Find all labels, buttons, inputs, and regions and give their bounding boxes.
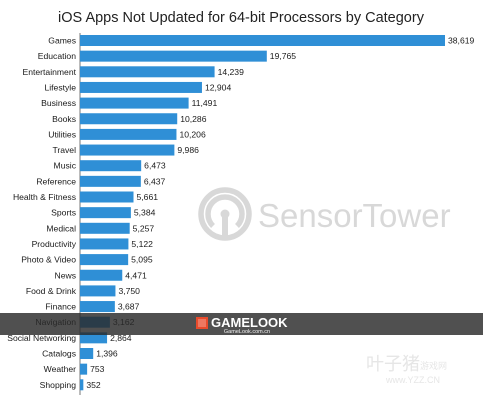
yzz-url: www.YZZ.CN (385, 375, 440, 385)
yzz-watermark: 叶子猪 游戏网 www.YZZ.CN (366, 354, 447, 385)
value-label: 11,491 (192, 98, 218, 108)
category-label: Music (54, 161, 77, 171)
bar (80, 301, 115, 313)
category-label: News (55, 270, 77, 280)
chart-title: iOS Apps Not Updated for 64-bit Processo… (58, 10, 425, 26)
value-label: 5,661 (137, 192, 159, 202)
category-label: Sports (51, 208, 76, 218)
bar (80, 254, 129, 266)
bar (80, 285, 116, 297)
category-label: Education (38, 51, 76, 61)
bar (80, 332, 108, 344)
category-label: Travel (52, 145, 76, 155)
yzz-text-cn: 游戏网 (420, 360, 447, 371)
value-label: 3,687 (118, 302, 140, 312)
gamelook-watermark: GAMELOOK GameLook.com.cn (0, 313, 483, 335)
category-label: Weather (44, 364, 76, 374)
bar (80, 97, 189, 109)
sensortower-watermark-text: SensorTower (258, 197, 451, 234)
gamelook-text: GAMELOOK (211, 315, 288, 330)
bar (80, 363, 88, 375)
category-label: Books (52, 114, 76, 124)
value-label: 5,384 (134, 208, 156, 218)
category-label: Reference (36, 176, 76, 186)
category-label: Business (41, 98, 76, 108)
value-label: 10,206 (179, 129, 206, 139)
value-label: 3,750 (118, 286, 140, 296)
bar (80, 50, 267, 62)
value-label: 4,471 (125, 270, 147, 280)
bar (80, 207, 131, 219)
value-label: 2,864 (110, 333, 132, 343)
value-label: 14,239 (218, 67, 245, 77)
bar (80, 191, 134, 203)
value-label: 12,904 (205, 82, 232, 92)
value-label: 9,986 (177, 145, 199, 155)
bar (80, 269, 123, 281)
category-label: Utilities (48, 129, 76, 139)
category-label: Photo & Video (21, 255, 76, 265)
value-label: 352 (86, 380, 101, 390)
bar (80, 348, 94, 359)
value-label: 753 (90, 364, 105, 374)
bar (80, 66, 215, 78)
value-label: 5,122 (131, 239, 153, 249)
bar (80, 81, 202, 93)
value-label: 6,473 (144, 161, 166, 171)
yzz-text: 叶子猪 (366, 354, 420, 375)
category-label: Lifestyle (44, 82, 76, 92)
bar (80, 144, 175, 156)
value-label: 1,396 (96, 349, 118, 359)
bar (80, 175, 141, 187)
bar (80, 113, 178, 125)
value-label: 19,765 (270, 51, 297, 61)
bar (80, 35, 445, 46)
value-label: 5,095 (131, 255, 153, 265)
gamelook-logo-icon (196, 317, 208, 329)
category-label: Finance (45, 302, 76, 312)
sensortower-watermark: SensorTower (198, 187, 451, 241)
category-label: Entertainment (22, 67, 76, 77)
category-label: Productivity (32, 239, 77, 249)
bars-layer: Games 38,619 Education 19,765 Entertainment 1… (7, 33, 475, 395)
bar (80, 128, 177, 140)
category-label: Shopping (40, 380, 77, 390)
value-label: 10,286 (180, 114, 207, 124)
bar (80, 222, 130, 234)
category-label: Games (48, 36, 76, 46)
value-label: 6,437 (144, 176, 166, 186)
bar (80, 379, 84, 391)
gamelook-url: GameLook.com.cn (224, 329, 270, 335)
category-label: Social Networking (7, 333, 76, 343)
bar (80, 238, 129, 250)
value-label: 38,619 (448, 36, 475, 46)
category-label: Food & Drink (26, 286, 77, 296)
category-label: Catalogs (42, 349, 76, 359)
category-label: Medical (46, 223, 76, 233)
bar (80, 160, 142, 172)
category-label: Health & Fitness (13, 192, 76, 202)
value-label: 5,257 (133, 223, 155, 233)
